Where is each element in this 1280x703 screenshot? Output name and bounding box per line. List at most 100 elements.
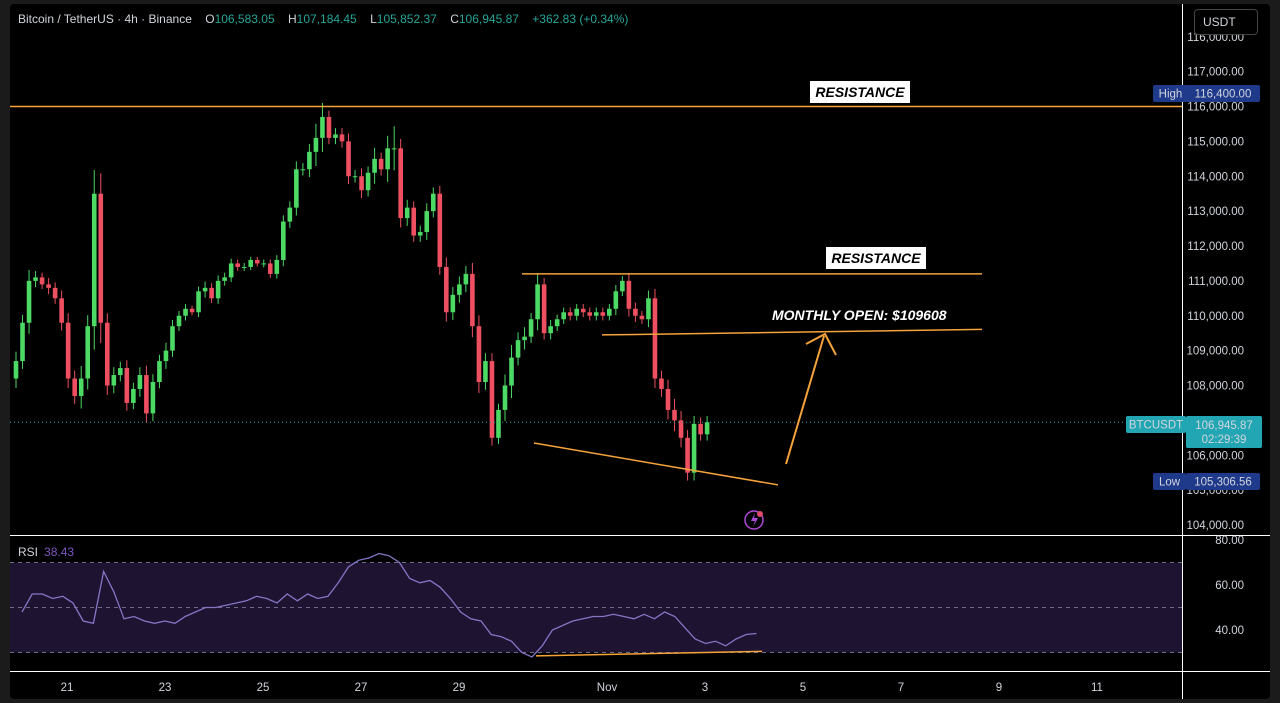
candle-body	[626, 280, 632, 309]
candle-body	[91, 193, 97, 327]
candle-body	[150, 382, 156, 414]
time-tick-label: Nov	[597, 682, 618, 694]
current-symbol-tag-bg	[1126, 416, 1186, 433]
candle-body	[646, 298, 651, 320]
candle-body	[574, 308, 580, 316]
candle-body	[196, 291, 201, 313]
candle-body	[509, 357, 514, 386]
price-tick-label: 111,000.00	[1188, 276, 1244, 288]
candle-body	[593, 312, 599, 316]
candle-body	[496, 409, 501, 438]
candle-body	[85, 326, 91, 379]
chart-canvas[interactable]: 116,000.00117,000.00116,000.00115,000.00…	[10, 4, 1270, 699]
currency-button[interactable]: USDT	[1194, 9, 1258, 35]
candle-body	[652, 298, 658, 379]
time-tick-label: 21	[61, 682, 74, 694]
candle-body	[20, 322, 25, 362]
candle-body	[665, 388, 671, 410]
candle-body	[541, 284, 547, 334]
candle-body	[72, 378, 77, 396]
candle-body	[170, 326, 175, 351]
rsi-tick-label: 80.00	[1215, 535, 1244, 547]
current-price-tag: 106,945.87	[1195, 420, 1253, 432]
rsi-value: 38.43	[44, 545, 75, 559]
candle-body	[411, 207, 417, 236]
candle-body	[287, 207, 293, 222]
candle-body	[137, 375, 143, 389]
candle-body	[215, 280, 221, 299]
price-tick-label: 104,000.00	[1186, 520, 1244, 532]
candle-body	[13, 361, 19, 379]
price-tick-label: 115,000.00	[1187, 136, 1244, 148]
low-value: 105,852.37	[376, 12, 437, 26]
candle-body	[685, 437, 690, 473]
candle-body	[320, 116, 325, 138]
candle-body	[261, 263, 267, 265]
close-label: C	[450, 12, 459, 26]
low-tag-bg	[1153, 473, 1186, 490]
candle-body	[515, 340, 521, 358]
candle-body	[346, 141, 351, 177]
candle-body	[274, 259, 280, 274]
low-tag: Low	[1159, 477, 1181, 489]
candle-body	[65, 322, 71, 379]
candle-body	[528, 319, 534, 337]
monthly-open-line	[601, 328, 983, 336]
open-value: 106,583.05	[214, 12, 275, 26]
alert-dot-icon	[757, 511, 763, 517]
low-value-tag: 105,306.56	[1194, 477, 1252, 489]
candle-body	[502, 385, 508, 410]
candle-body	[326, 116, 332, 138]
rsi-legend[interactable]: RSI 38.43	[18, 545, 74, 559]
candle-body	[39, 277, 45, 285]
price-tick-label: 112,000.00	[1187, 241, 1244, 253]
candle-body	[294, 169, 299, 208]
candle-body	[587, 312, 593, 316]
candle-body	[639, 315, 645, 320]
candle-body	[313, 137, 319, 152]
candle-body	[704, 422, 710, 435]
candle-body	[209, 287, 214, 299]
candle-body	[522, 336, 527, 341]
candle-body	[339, 134, 345, 142]
time-tick-label: 29	[453, 682, 466, 694]
candle-body	[52, 287, 58, 299]
rsi-line	[21, 552, 757, 658]
high-value: 107,184.45	[296, 12, 357, 26]
candle-body	[228, 263, 234, 278]
current-price-tag-bg	[1186, 416, 1262, 448]
symbol-title[interactable]: Bitcoin / TetherUS · 4h · Binance	[18, 12, 192, 26]
monthly-open-label: MONTHLY OPEN: $109608	[772, 307, 947, 323]
price-tick-label: 110,000.00	[1187, 311, 1244, 323]
candle-body	[580, 308, 586, 313]
candle-body	[98, 193, 104, 323]
candle-body	[457, 284, 462, 295]
candle-body	[163, 350, 169, 362]
candle-body	[144, 375, 149, 414]
resistance-top-label: RESISTANCE	[815, 84, 905, 100]
candle-body	[26, 280, 32, 323]
candle-body	[59, 298, 64, 323]
candle-body	[189, 308, 195, 313]
projection-arrow-head	[805, 332, 837, 356]
rsi-trendline	[535, 650, 763, 657]
change-value: +362.83 (+0.34%)	[532, 12, 629, 26]
resistance-mid-label: RESISTANCE	[831, 250, 921, 266]
price-tick-label: 117,000.00	[1187, 67, 1244, 79]
price-tick-label: 108,000.00	[1186, 381, 1244, 393]
candle-body	[404, 207, 410, 219]
price-tick-label: 114,000.00	[1187, 171, 1244, 183]
price-tick-label: 116,000.00	[1187, 102, 1244, 114]
price-tick-label: 109,000.00	[1186, 346, 1244, 358]
candle-body	[124, 368, 130, 403]
candle-body	[359, 176, 364, 191]
candle-body	[118, 368, 123, 376]
candle-body	[430, 193, 436, 212]
candle-body	[620, 280, 625, 292]
open-label: O	[205, 12, 215, 26]
candle-body	[78, 378, 84, 396]
candle-body	[554, 319, 560, 327]
candle-body	[202, 287, 208, 292]
candle-body	[607, 308, 612, 316]
candle-body	[378, 158, 384, 170]
